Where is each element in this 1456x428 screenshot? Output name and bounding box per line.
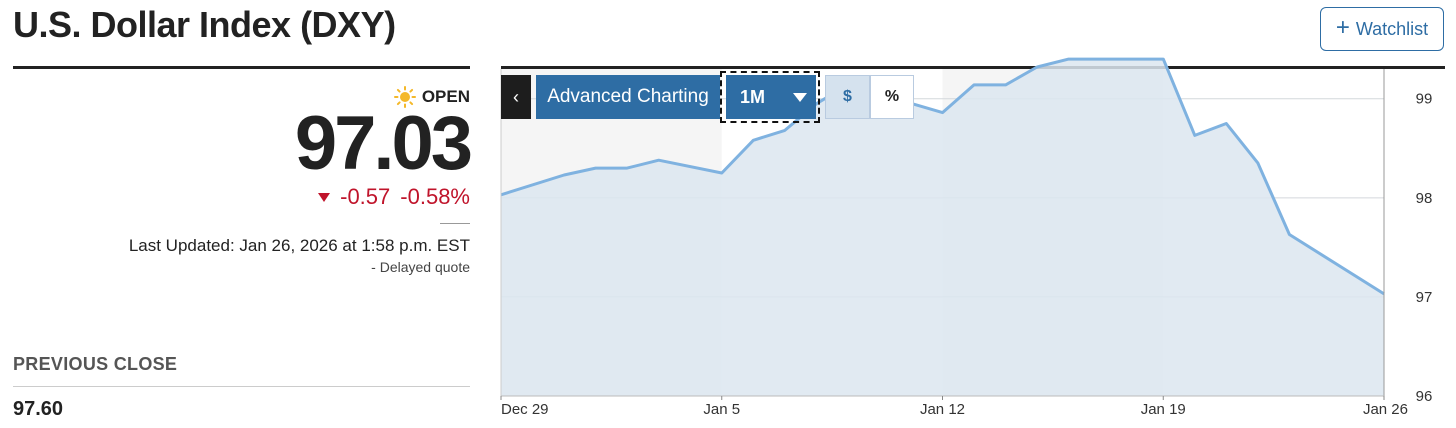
chart-panel-divider — [501, 66, 1445, 69]
time-range-label: 1M — [740, 86, 766, 107]
price-change: -0.57 -0.58% — [318, 184, 470, 210]
y-tick-label: 97 — [1416, 289, 1433, 306]
x-tick-label: Jan 19 — [1141, 401, 1186, 418]
x-tick-label: Jan 12 — [920, 401, 965, 418]
dollar-view-button[interactable]: $ — [825, 75, 870, 119]
plus-icon: + — [1335, 14, 1350, 41]
previous-close-divider — [13, 386, 470, 387]
time-range-dropdown[interactable]: 1M — [726, 75, 816, 119]
chevron-left-icon: ‹ — [513, 86, 519, 107]
previous-close-label: PREVIOUS CLOSE — [13, 354, 178, 374]
market-status-label: OPEN — [421, 87, 470, 106]
last-price: 97.03 — [294, 101, 473, 186]
y-tick-label: 96 — [1416, 388, 1433, 405]
price-line — [500, 57, 1385, 296]
caret-down-icon — [793, 92, 808, 102]
price-area — [501, 59, 1384, 396]
market-status: OPEN — [393, 86, 470, 108]
x-tick-label: Dec 29 — [501, 401, 549, 418]
page-title: U.S. Dollar Index (DXY) — [13, 4, 396, 45]
change-percent: -0.58% — [400, 184, 470, 209]
y-tick-label: 99 — [1416, 91, 1433, 108]
y-tick-label: 98 — [1416, 190, 1433, 207]
collapse-chart-button[interactable]: ‹ — [501, 75, 531, 119]
x-tick-label: Jan 5 — [703, 401, 740, 418]
change-points: -0.57 — [340, 184, 391, 209]
add-to-watchlist-button[interactable]: + Watchlist — [1320, 7, 1444, 51]
advanced-charting-button[interactable]: Advanced Charting — [536, 75, 720, 119]
x-tick-label: Jan 26 — [1363, 401, 1408, 418]
watchlist-label: Watchlist — [1355, 18, 1429, 39]
down-triangle-icon — [318, 192, 331, 202]
quote-divider — [440, 223, 470, 224]
sun-icon — [393, 86, 416, 108]
range-focus-ring — [720, 71, 820, 123]
last-updated: Last Updated: Jan 26, 2026 at 1:58 p.m. … — [128, 236, 470, 255]
left-panel-divider — [13, 66, 470, 69]
previous-close-value: 97.60 — [13, 398, 64, 420]
percent-view-button[interactable]: % — [870, 75, 914, 119]
delayed-quote-note: - Delayed quote — [371, 259, 470, 275]
